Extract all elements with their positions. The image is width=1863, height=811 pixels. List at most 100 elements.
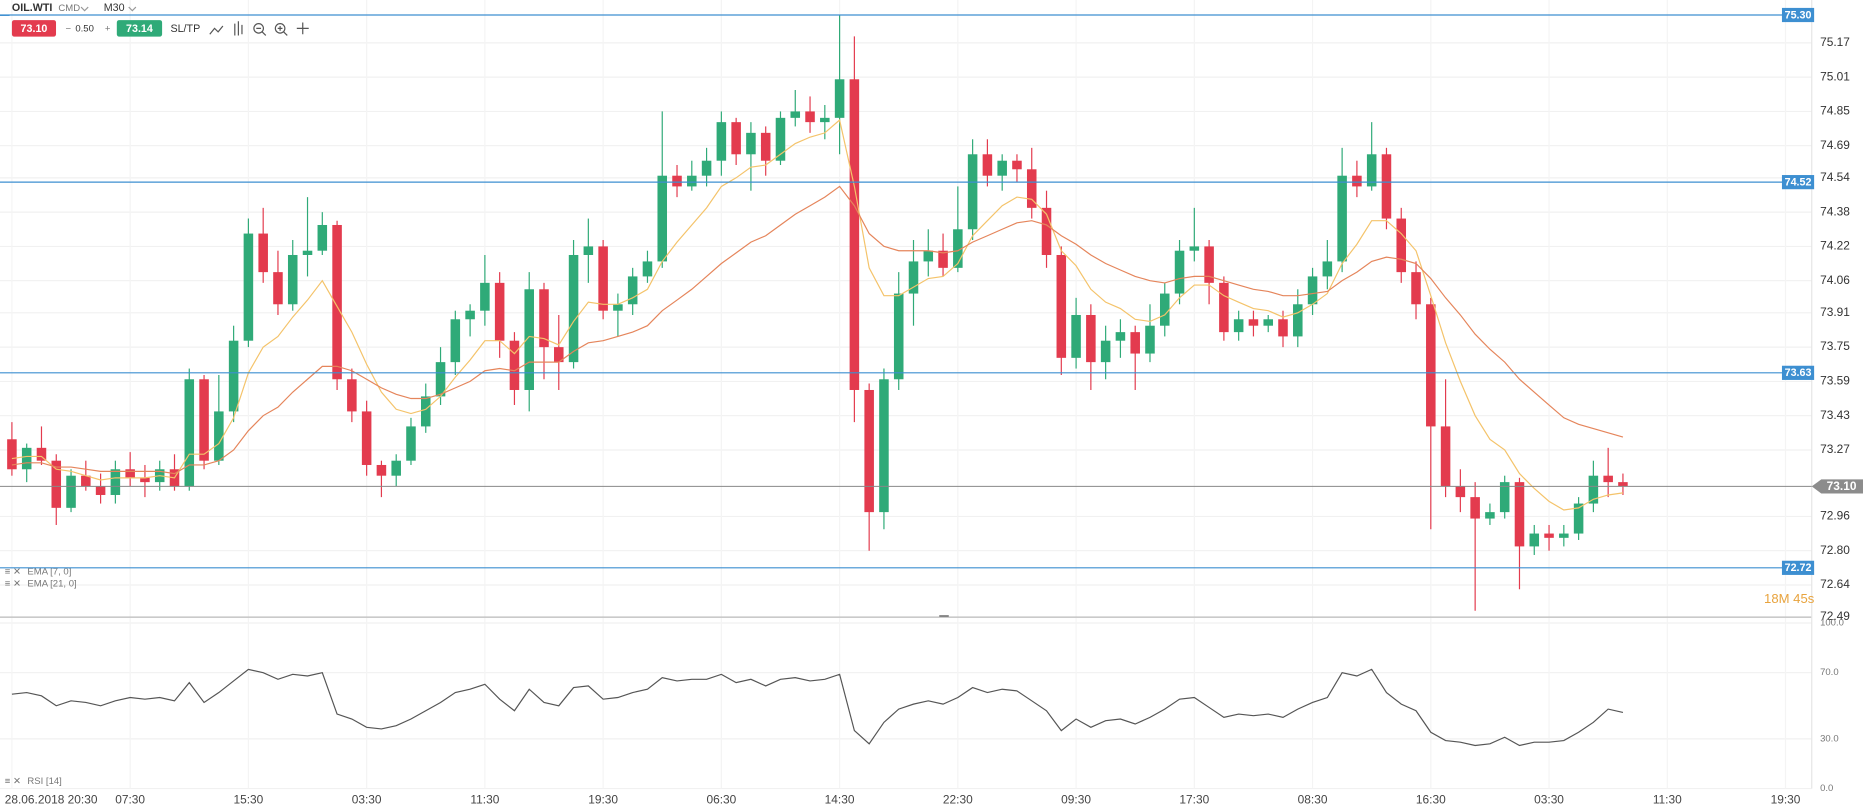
candle-body xyxy=(642,261,653,277)
candle-body xyxy=(598,246,608,311)
y-tick-label: 74.38 xyxy=(1820,204,1850,218)
candle-body xyxy=(953,229,963,268)
candle-body xyxy=(938,250,948,268)
level-tag xyxy=(1781,560,1815,575)
y-tick-label: 73.43 xyxy=(1820,408,1850,422)
legend-ema7: EMA [7, 0] xyxy=(27,567,71,578)
candle-body xyxy=(1455,486,1466,498)
ema-line xyxy=(11,118,1624,511)
candle-body xyxy=(849,79,860,390)
zoom-in-icon[interactable] xyxy=(274,23,286,34)
candle-body xyxy=(376,464,387,476)
candle-body xyxy=(1174,250,1185,294)
candle-body xyxy=(1012,160,1022,170)
x-tick-label: 16:30 xyxy=(1416,793,1446,807)
level-tag xyxy=(1781,365,1815,380)
candle-body xyxy=(568,254,579,363)
candle-body xyxy=(1307,276,1318,305)
candle-body xyxy=(140,477,150,483)
plus[interactable]: + xyxy=(105,23,111,34)
legend-rsi: RSI [14] xyxy=(27,776,61,787)
candle-body xyxy=(1100,340,1111,363)
y-tick-label: 72.96 xyxy=(1820,509,1850,523)
y-tick-label: 73.75 xyxy=(1820,339,1850,353)
candle-body xyxy=(1381,154,1392,219)
market: CMD xyxy=(58,3,80,14)
candle-body xyxy=(997,160,1007,176)
candle-body xyxy=(81,475,91,487)
candle-body xyxy=(834,79,845,118)
candle-body xyxy=(967,154,978,230)
candle-body xyxy=(672,175,682,187)
y-tick-label: 74.22 xyxy=(1820,239,1850,253)
candle-body xyxy=(465,310,475,320)
rsi-tick-label: 70.0 xyxy=(1820,667,1839,678)
y-tick-label: 74.54 xyxy=(1820,170,1850,184)
candle-body xyxy=(731,122,741,155)
zoom-out-handle xyxy=(256,27,267,36)
candle-body xyxy=(1559,533,1569,538)
candle-body xyxy=(554,347,564,363)
x-tick-label: 19:30 xyxy=(1771,793,1801,807)
candle-body xyxy=(228,340,239,412)
candle-body xyxy=(51,460,62,508)
candle-body xyxy=(243,233,254,341)
legend-icon[interactable]: ≡ ✕ xyxy=(5,567,21,578)
candle-body xyxy=(583,246,594,255)
candle-body xyxy=(1366,154,1377,187)
y-tick-label: 72.64 xyxy=(1820,577,1850,591)
rsi-tick-label: 30.0 xyxy=(1820,733,1839,744)
candle-body xyxy=(1278,319,1288,337)
crosshair-icon[interactable] xyxy=(296,22,309,35)
y-tick-label: 74.06 xyxy=(1820,273,1850,287)
level-tag xyxy=(1781,175,1815,190)
y-tick-label: 72.49 xyxy=(1820,609,1850,623)
sell-button[interactable] xyxy=(11,20,57,37)
candle-body xyxy=(1233,319,1244,333)
x-tick-label: 09:30 xyxy=(1061,793,1091,807)
candle-body xyxy=(760,132,771,161)
candle-body xyxy=(613,304,623,311)
y-tick-label: 74.69 xyxy=(1820,138,1850,152)
candle-body xyxy=(524,289,534,390)
candle-timer: 18M 45s xyxy=(1764,591,1815,606)
zoom-out-icon[interactable] xyxy=(253,23,265,34)
candle-body xyxy=(1470,497,1480,519)
candle-body xyxy=(1041,207,1052,255)
legend-icon[interactable]: ≡ ✕ xyxy=(5,579,21,590)
candle-body xyxy=(908,261,919,294)
candle-body xyxy=(1293,304,1303,337)
x-tick-label: 14:30 xyxy=(825,793,855,807)
candle-icon[interactable] xyxy=(234,21,243,36)
y-tick-label: 74.85 xyxy=(1820,104,1850,118)
candle-body xyxy=(1440,426,1451,487)
candle-body xyxy=(347,379,357,412)
candle-body xyxy=(199,379,209,461)
y-tick-label: 73.27 xyxy=(1820,442,1850,456)
toolbar-icons[interactable] xyxy=(209,21,309,36)
candle-body xyxy=(332,224,342,380)
candle-body xyxy=(1086,314,1096,363)
x-tick-label: 11:30 xyxy=(470,793,499,807)
x-tick-label: 19:30 xyxy=(588,793,618,807)
candle-body xyxy=(214,411,224,461)
legend-icon[interactable]: ≡ ✕ xyxy=(5,776,21,787)
plot xyxy=(7,14,1628,747)
candle-body xyxy=(1189,246,1200,251)
symbol[interactable]: OIL.WTI xyxy=(12,2,53,14)
buy-button[interactable] xyxy=(116,20,163,37)
minus[interactable]: − xyxy=(66,23,72,34)
candle-body xyxy=(1219,282,1229,333)
candle-body xyxy=(1130,332,1140,354)
level-tag xyxy=(1781,7,1815,23)
line-icon[interactable] xyxy=(209,25,224,35)
level-label: 72.72 xyxy=(1785,562,1812,574)
candle-body xyxy=(657,175,668,262)
x-tick-label: 11:30 xyxy=(1653,793,1682,807)
x-tick-label: 03:30 xyxy=(1534,793,1564,807)
interval[interactable]: M30 xyxy=(104,2,125,14)
candle-body xyxy=(7,439,17,470)
sltp-button[interactable]: SL/TP xyxy=(170,23,200,35)
candle-body xyxy=(1499,482,1510,513)
